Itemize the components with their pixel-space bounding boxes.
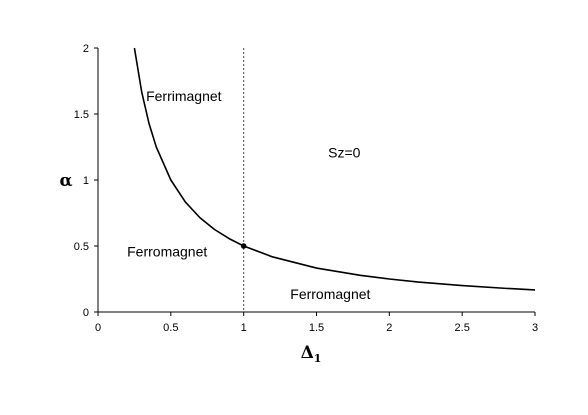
region-label: Ferromagnet — [290, 286, 370, 302]
region-labels: Ferrimagnet Sz=0 Ferromagnet Ferromagnet — [127, 88, 370, 302]
region-label: Ferromagnet — [127, 244, 207, 260]
region-label: Sz=0 — [328, 145, 361, 161]
y-tick-label: 2 — [83, 43, 89, 55]
plot-area — [133, 47, 536, 312]
x-axis-title: Δ1 — [301, 343, 322, 365]
series-line — [133, 47, 536, 291]
x-axis-title-subscript: 1 — [314, 352, 322, 365]
region-label: Ferrimagnet — [146, 88, 222, 104]
x-tick-label: 0.5 — [163, 322, 178, 334]
x-tick-label: 1.5 — [309, 322, 324, 334]
x-tick-label: 3 — [532, 322, 538, 334]
axes — [94, 47, 536, 316]
marker-point — [240, 243, 247, 249]
x-tick-label: 2.5 — [455, 322, 470, 334]
y-tick-label: 0.5 — [74, 241, 89, 253]
x-tick-label: 1 — [241, 322, 247, 334]
x-tick-label: 0 — [95, 322, 101, 334]
y-tick-label: 0 — [83, 307, 89, 319]
tick-labels: 0 0.5 1 1.5 2 0 0.5 1 1.5 2 2.5 3 — [74, 43, 538, 334]
y-tick-label: 1 — [83, 175, 89, 187]
y-axis-title: α — [59, 171, 72, 191]
x-tick-label: 2 — [386, 322, 392, 334]
x-axis-title-main: Δ — [301, 343, 314, 363]
y-tick-label: 1.5 — [74, 109, 89, 121]
